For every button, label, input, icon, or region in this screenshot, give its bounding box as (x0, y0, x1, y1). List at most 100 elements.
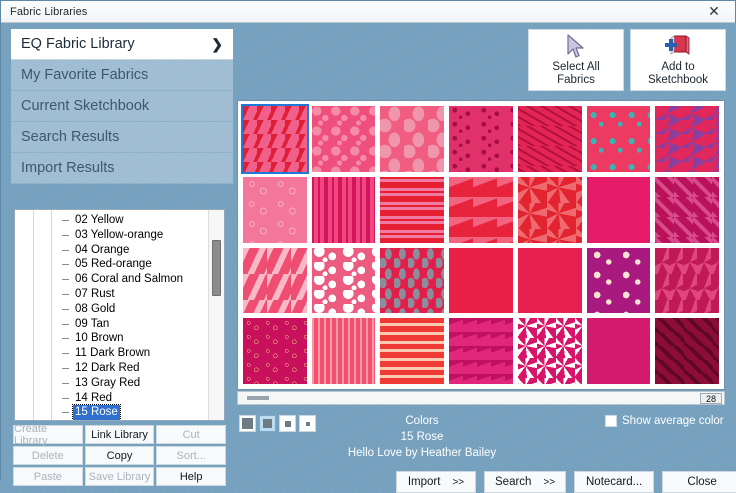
library-tab-current-sketchbook[interactable]: Current Sketchbook (11, 91, 233, 122)
tree-item-label: 07 Rust (75, 287, 115, 300)
swatch-size-buttons (239, 415, 316, 432)
select-all-fabrics-button[interactable]: Select All Fabrics (528, 29, 624, 91)
fabric-swatch[interactable] (516, 105, 583, 173)
fabric-swatch[interactable] (241, 104, 309, 174)
help-button[interactable]: Help (156, 467, 226, 486)
chevron-right-icon: ❯ (211, 35, 223, 52)
fabric-swatch[interactable] (654, 105, 720, 173)
fabric-swatch[interactable] (448, 317, 514, 385)
tree-item-label: 14 Red (75, 391, 113, 404)
library-tab-eq-fabric-library[interactable]: EQ Fabric Library ❯ (11, 29, 233, 60)
fabric-swatch[interactable] (310, 246, 377, 315)
fabric-swatch[interactable] (242, 317, 308, 385)
tree-scrollbar[interactable] (208, 210, 224, 420)
fabric-swatch[interactable] (654, 317, 720, 385)
size-small-button[interactable] (279, 415, 296, 432)
tree-guides (15, 210, 73, 420)
fabric-swatch[interactable] (379, 175, 446, 244)
tree-item[interactable]: 15 Rose (15, 404, 205, 420)
tree-item[interactable]: 12 Dark Red (15, 361, 205, 376)
tree-item-list: 02 Yellow 03 Yellow-orange 04 Orange 05 Red… (15, 210, 205, 421)
tree-item[interactable]: 06 Coral and Salmon (15, 272, 205, 287)
fabric-swatch[interactable] (448, 246, 514, 315)
fabric-swatch-grid (241, 104, 720, 385)
copy-button[interactable]: Copy (84, 446, 155, 465)
fabric-swatch-panel (237, 100, 725, 390)
info-line-category: 15 Rose (400, 431, 444, 443)
fabric-swatch[interactable] (379, 105, 446, 173)
size-medium-button[interactable] (259, 415, 276, 432)
color-category-tree[interactable]: 02 Yellow 03 Yellow-orange 04 Orange 05 Red… (14, 209, 225, 421)
tree-item[interactable]: 04 Orange (15, 243, 205, 258)
window-title: Fabric Libraries (10, 5, 88, 18)
tree-item[interactable]: 10 Brown (15, 331, 205, 346)
fabric-swatch[interactable] (585, 317, 652, 385)
tree-item-label: 10 Brown (75, 332, 124, 345)
add-to-sketchbook-button[interactable]: Add to Sketchbook (630, 29, 726, 91)
client-area: EQ Fabric Library ❯ My Favorite Fabrics Cur… (1, 23, 736, 493)
tree-scrollbar-thumb[interactable] (212, 240, 221, 296)
info-line-collection: Hello Love by Heather Bailey (347, 447, 497, 459)
tree-item-label: 08 Gold (75, 302, 116, 315)
close-button[interactable]: Close (662, 471, 736, 493)
library-tab-search-results[interactable]: Search Results (11, 122, 233, 153)
double-arrow-icon: >> (452, 476, 465, 488)
size-tiny-button[interactable] (299, 415, 316, 432)
fabric-swatch[interactable] (242, 246, 308, 315)
fabric-swatch[interactable] (585, 246, 652, 315)
fabric-swatch[interactable] (379, 246, 446, 315)
fabric-swatch[interactable] (379, 317, 446, 385)
library-tab-label: Import Results (21, 160, 115, 176)
cursor-arrow-icon (564, 33, 588, 59)
tree-item[interactable]: 07 Rust (15, 287, 205, 302)
fabric-swatch[interactable] (310, 317, 377, 385)
library-tab-label: My Favorite Fabrics (21, 67, 149, 83)
fabric-swatch[interactable] (654, 175, 720, 244)
swatch-size-square-icon (284, 420, 291, 427)
button-label: Notecard... (586, 476, 643, 488)
fabric-grid-scrollbar[interactable]: 28 (237, 391, 725, 405)
swatch-size-square-icon (305, 421, 310, 426)
tree-item-label: 04 Orange (75, 243, 130, 256)
tree-item[interactable]: 03 Yellow-orange (15, 228, 205, 243)
library-action-buttons: Create Library Link Library Cut Delete Copy S… (13, 423, 226, 486)
library-tab-label: EQ Fabric Library (21, 36, 135, 52)
show-average-color-checkbox[interactable]: Show average color (605, 415, 724, 427)
fabric-swatch[interactable] (448, 175, 514, 244)
cut-button: Cut (156, 425, 226, 444)
fabric-swatch[interactable] (654, 246, 720, 315)
add-to-sketchbook-label-1: Add to (661, 61, 695, 73)
import-button[interactable]: Import >> (396, 471, 476, 493)
tree-item[interactable]: 13 Gray Red (15, 376, 205, 391)
fabric-swatch[interactable] (448, 105, 514, 173)
notecard-button[interactable]: Notecard... (574, 471, 655, 493)
tree-item-label: 05 Red-orange (75, 258, 152, 271)
tree-item[interactable]: 09 Tan (15, 317, 205, 332)
search-button[interactable]: Search >> (484, 471, 567, 493)
tree-item[interactable]: 14 Red (15, 391, 205, 406)
size-large-button[interactable] (239, 415, 256, 432)
fabric-swatch[interactable] (585, 105, 652, 173)
fabric-swatch[interactable] (310, 105, 377, 173)
close-icon[interactable]: ✕ (708, 3, 720, 19)
fabric-swatch[interactable] (516, 246, 583, 315)
library-tab-import-results[interactable]: Import Results (11, 153, 233, 184)
swatch-size-square-icon (242, 418, 253, 429)
fabric-swatch[interactable] (585, 175, 652, 244)
fabric-count-indicator: 28 (700, 393, 722, 404)
tree-item[interactable]: 16 Magenta (15, 420, 205, 421)
fabric-swatch[interactable] (516, 317, 583, 385)
tree-item[interactable]: 05 Red-orange (15, 257, 205, 272)
fabric-grid-scrollbar-thumb[interactable] (247, 396, 269, 400)
tree-item[interactable]: 08 Gold (15, 302, 205, 317)
fabric-swatch[interactable] (242, 175, 308, 244)
button-label: Search (495, 476, 532, 488)
create-library-button: Create Library (13, 423, 83, 447)
tree-item[interactable]: 11 Dark Brown (15, 346, 205, 361)
link-library-button[interactable]: Link Library (84, 425, 155, 444)
checkbox-box-icon[interactable] (605, 415, 617, 427)
library-tab-my-favorite-fabrics[interactable]: My Favorite Fabrics (11, 60, 233, 91)
tree-item[interactable]: 02 Yellow (15, 213, 205, 228)
fabric-swatch[interactable] (310, 175, 377, 244)
fabric-swatch[interactable] (516, 175, 583, 244)
